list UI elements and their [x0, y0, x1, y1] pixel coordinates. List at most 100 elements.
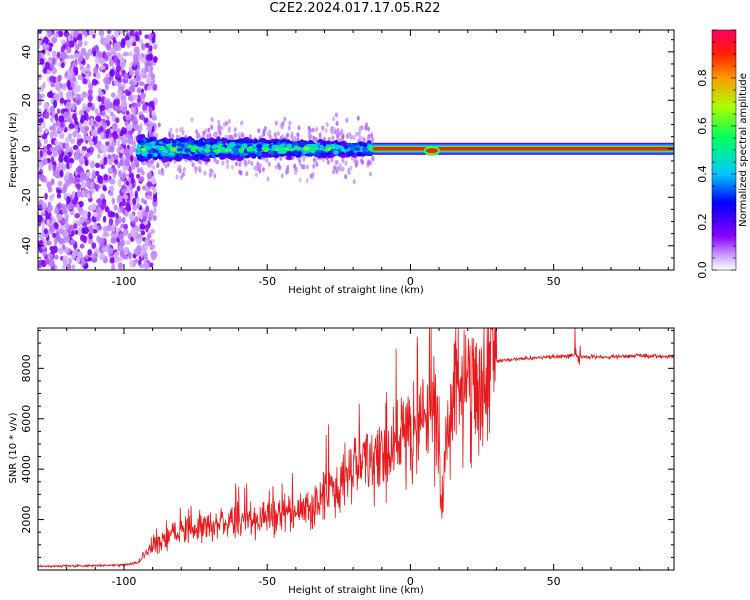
spectrogram-noise-speck — [91, 203, 97, 211]
spectrogram-noise-speck — [111, 263, 116, 270]
spectrogram-noise-speck — [136, 88, 142, 94]
spectrogram-noise-speck — [136, 185, 141, 192]
spectrogram-halo-speck — [265, 157, 269, 163]
spectrogram-halo-speck — [261, 167, 265, 173]
spectrogram-noise-speck — [76, 166, 83, 174]
spectrogram-noise-speck — [108, 218, 114, 226]
spectrogram-halo-speck — [354, 162, 358, 168]
spectrogram-noise-speck — [91, 78, 97, 86]
spectrogram-noise-speck — [90, 181, 95, 190]
spectrogram-band-speck — [219, 146, 226, 152]
spectrogram-noise-speck — [71, 102, 76, 111]
spectrogram-halo-speck — [300, 163, 304, 169]
spectrogram-halo-speck — [315, 126, 319, 132]
spectrogram-noise-speck — [114, 256, 120, 263]
spectrogram-noise-speck — [52, 67, 58, 74]
spectrogram-noise-speck — [126, 138, 133, 144]
spectrogram-noise-speck — [106, 30, 112, 35]
spectrogram-noise-speck — [103, 232, 110, 237]
spectrogram-noise-speck — [107, 154, 112, 160]
spectrogram-noise-speck — [59, 169, 64, 178]
spectrogram-band-speck — [184, 142, 189, 148]
spectrogram-halo-speck — [326, 159, 330, 165]
spectrogram-noise-speck — [43, 102, 48, 108]
spectrogram-halo-speck — [286, 169, 290, 175]
spectrogram-noise-speck — [151, 36, 156, 44]
spectrogram-noise-speck — [68, 257, 72, 265]
spectrogram-noise-speck — [51, 50, 57, 57]
spectrogram-noise-speck — [120, 184, 127, 190]
colorbar-tick-label: 0.4 — [696, 165, 709, 183]
colorbar-tick-label: 0.2 — [696, 213, 709, 231]
spectrogram-noise-speck — [125, 115, 131, 121]
spectrogram-band-speck — [186, 156, 193, 161]
x-tick-label: 0 — [407, 275, 414, 288]
spectrogram-noise-speck — [117, 82, 122, 88]
spectrogram-noise-speck — [54, 113, 59, 122]
spectrogram-noise-speck — [108, 102, 114, 109]
spectrogram-band-speck — [156, 145, 162, 149]
spectrogram-halo-speck — [349, 165, 353, 171]
spectrogram-halo-speck — [308, 135, 312, 141]
spectrogram-halo-speck — [150, 159, 154, 165]
x-tick-label: -100 — [111, 275, 136, 288]
spectrogram-noise-speck — [128, 182, 133, 188]
spectrogram-noise-speck — [127, 132, 131, 140]
spectrogram-noise-speck — [81, 58, 86, 66]
spectrogram-noise-speck — [132, 140, 137, 149]
spectrogram-noise-speck — [39, 232, 45, 241]
spectrogram-band-speck — [286, 143, 293, 149]
spectrogram-noise-speck — [99, 159, 104, 165]
spectrogram-noise-speck — [38, 117, 44, 124]
spectrogram-noise-speck — [39, 58, 45, 65]
spectrogram-halo-speck — [368, 171, 372, 177]
spectrogram-band-speck — [168, 152, 175, 156]
spectrogram-noise-speck — [116, 52, 121, 61]
spectrogram-noise-speck — [49, 225, 56, 233]
spectrogram-halo-speck — [333, 165, 337, 171]
spectrogram-noise-speck — [133, 124, 140, 131]
spectrogram-halo-speck — [360, 125, 364, 131]
spectrogram-band-speck — [270, 150, 275, 156]
spectrogram-noise-speck — [82, 259, 86, 266]
colorbar-label: Normalized spectral amplitude — [738, 73, 749, 227]
spectrogram-halo-speck — [225, 164, 229, 170]
spectrogram-noise-speck — [65, 91, 72, 100]
snr-x-ticks: -100 -50 0 50 — [37, 328, 669, 588]
spectrogram-halo-speck — [367, 159, 371, 165]
spectrogram-halo-speck — [195, 129, 199, 135]
spectrogram-band-speck — [293, 146, 299, 151]
spectrogram-noise-speck — [150, 228, 155, 235]
spectrogram-noise-speck — [121, 137, 128, 145]
spectrogram-noise-speck — [140, 92, 146, 99]
spectrogram-band-speck — [137, 156, 143, 161]
spectrogram-noise-speck — [141, 198, 145, 203]
spectrogram-band-speck — [256, 151, 263, 157]
spectrogram-halo-speck — [217, 119, 221, 125]
spectrogram-noise-speck — [42, 42, 47, 50]
spectrogram-halo-speck — [154, 126, 158, 132]
spectrogram-noise-speck — [145, 54, 151, 62]
spectrogram-halo-speck — [157, 122, 161, 128]
spectrogram-noise-speck — [81, 189, 85, 197]
spectrogram-halo-speck — [331, 135, 335, 141]
y-tick-label: 0 — [20, 145, 33, 152]
spectrogram-halo-speck — [288, 120, 292, 126]
spectrogram-noise-speck — [123, 194, 129, 200]
spectrogram-noise-speck — [127, 51, 134, 57]
spectrogram-halo-speck — [230, 164, 234, 170]
spectrogram-band-speck — [176, 143, 183, 147]
spectrogram-noise-speck — [45, 69, 51, 75]
spectrogram-halo-speck — [321, 125, 325, 131]
spectrogram-noise-speck — [92, 228, 98, 234]
spectrogram-halo-speck — [279, 155, 283, 161]
spectrogram-noise-speck — [131, 183, 136, 189]
spectrogram-band-speck — [199, 142, 207, 146]
spectrogram-noise-speck — [66, 195, 71, 205]
spectrogram-halo-speck — [277, 162, 281, 168]
spectrogram-noise-speck — [138, 176, 145, 183]
spectrogram-noise-speck — [100, 202, 105, 211]
spectrogram-noise-speck — [90, 117, 94, 126]
spectrogram-noise-speck — [90, 253, 96, 259]
